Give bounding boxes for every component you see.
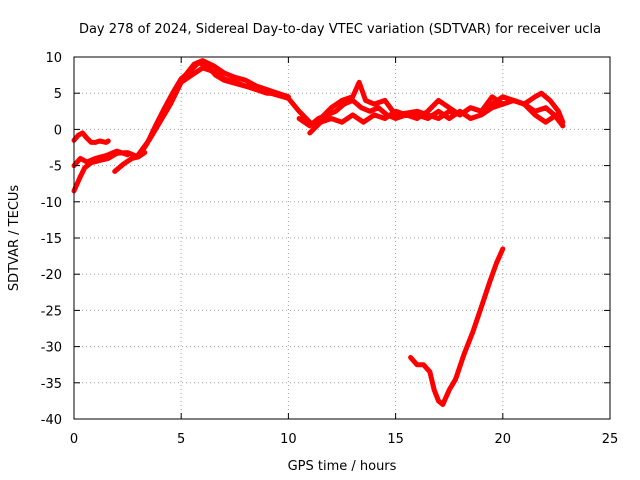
y-tick-label: -20 [41,268,62,283]
x-axis-label: GPS time / hours [288,459,397,474]
y-tick-label: -35 [41,377,62,392]
series-arc-9 [318,79,566,125]
series-arc-2 [71,150,148,194]
y-tick-label: -25 [41,304,62,319]
y-tick-label: 0 [54,123,62,138]
x-axis-tick-labels: 0 5 10 15 20 25 [70,432,618,447]
series-arc-6 [183,58,281,96]
y-tick-label: -15 [41,232,62,247]
y-tick-label: 10 [45,51,62,66]
y-tick-label: -10 [41,196,62,211]
grid-lines [74,57,610,419]
x-tick-label: 15 [387,432,404,447]
x-tick-label: 20 [495,432,512,447]
y-axis-tick-labels: 10 5 0 -5 -10 -15 -20 -25 -30 -35 -40 [41,51,62,428]
x-tick-label: 25 [602,432,619,447]
y-tick-label: -5 [49,160,62,175]
axis-ticks [73,56,611,420]
x-tick-label: 0 [70,432,78,447]
x-tick-label: 10 [280,432,297,447]
plot-area [71,58,566,407]
series-arc-5 [135,65,291,158]
y-tick-label: 5 [54,87,62,102]
series-arc-3 [71,148,131,169]
y-tick-label: -30 [41,341,62,356]
chart-title: Day 278 of 2024, Sidereal Day-to-day VTE… [79,22,601,37]
x-tick-label: 5 [177,432,185,447]
series-arc-1 [71,130,111,145]
y-axis-label: SDTVAR / TECUs [7,185,22,292]
y-tick-label: -40 [41,413,62,428]
series-arc-10 [408,246,506,407]
